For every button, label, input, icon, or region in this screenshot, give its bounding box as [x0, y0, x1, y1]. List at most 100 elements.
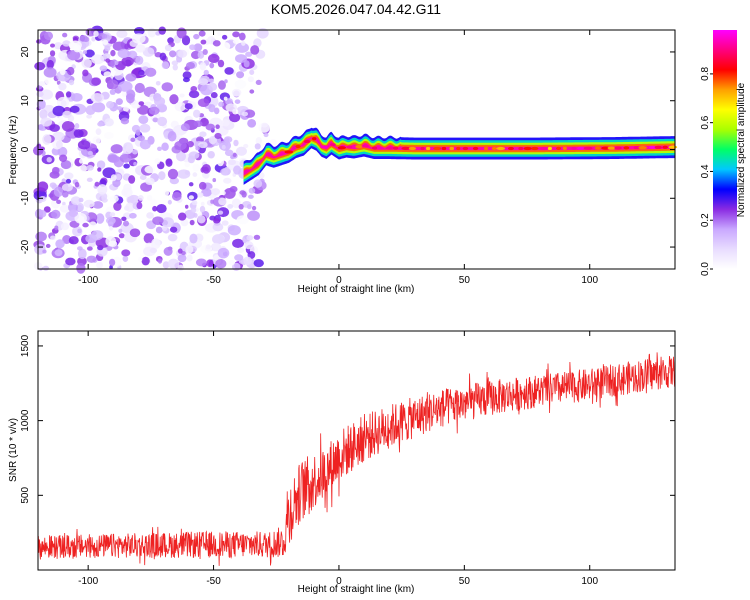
spectrogram-x-tick-label: 100	[581, 275, 598, 286]
spectrogram-noise-blob	[247, 251, 256, 259]
spectrogram-noise-blob	[54, 249, 63, 257]
spectrogram-noise-blob	[135, 44, 146, 53]
spectrogram-noise-blob	[142, 47, 155, 57]
spectrogram-noise-blob	[65, 257, 76, 266]
spectrogram-noise-blob	[179, 93, 185, 98]
spectrogram-noise-blob	[149, 247, 158, 254]
spectrogram-noise-blob	[199, 62, 207, 71]
spectrogram-noise-blob	[70, 196, 82, 205]
spectrogram-noise-blob	[253, 38, 262, 48]
colorbar-label: Normalized spectral amplitude	[736, 82, 747, 217]
spectrogram-noise-blob	[115, 98, 123, 106]
spectrogram-noise-blob	[197, 50, 205, 59]
spectrogram-noise-blob	[86, 114, 93, 119]
spectrogram-noise-blob	[137, 135, 145, 142]
spectrogram-noise-blob	[62, 190, 69, 198]
spectrogram-noise-blob	[39, 109, 48, 120]
spectrogram-noise-blob	[103, 71, 112, 78]
spectrogram-ridge-peak	[433, 146, 442, 151]
spectrogram-noise-blob	[129, 212, 137, 219]
spectrogram-noise-blob	[247, 210, 260, 221]
spectrogram-noise-blob	[144, 165, 156, 174]
spectrogram-noise-blob	[59, 204, 70, 213]
spectrogram-noise-blob	[141, 256, 150, 266]
spectrogram-ridge-peak	[420, 146, 425, 151]
spectrogram-noise-blob	[122, 255, 129, 262]
snr-x-tick-label: -50	[206, 576, 221, 587]
spectrogram-noise-blob	[164, 44, 172, 52]
spectrogram-noise-blob	[193, 43, 203, 52]
spectrogram-ridge-peak	[614, 146, 622, 150]
spectrogram-noise-blob	[73, 129, 84, 138]
spectrogram-noise-blob	[215, 124, 220, 130]
spectrogram-noise-blob	[193, 33, 200, 40]
spectrogram-noise-blob	[68, 209, 79, 217]
spectrogram-ridge-peak	[462, 146, 469, 151]
spectrogram-noise-blob	[199, 205, 206, 213]
spectrogram-noise-blob	[236, 71, 245, 79]
spectrogram-noise-blob	[123, 106, 129, 112]
spectrogram-noise-blob	[116, 106, 123, 111]
spectrogram-noise-blob	[94, 181, 100, 187]
spectrogram-noise-blob	[74, 212, 87, 224]
spectrogram-noise-blob	[244, 241, 254, 250]
spectrogram-noise-blob	[131, 149, 138, 155]
spectrogram-x-tick-label: 0	[336, 275, 342, 286]
spectrogram-noise-blob	[152, 205, 158, 212]
spectrogram-noise-blob	[96, 160, 106, 170]
spectrogram-noise-blob	[36, 99, 46, 110]
spectrogram-noise-blob	[113, 202, 122, 211]
spectrogram-ridge-peak	[523, 146, 532, 151]
spectrogram-noise-blob	[95, 213, 105, 224]
spectrogram-ridge-peak	[577, 146, 585, 150]
spectrogram-noise-blob	[92, 201, 104, 209]
spectrogram-noise-blob	[177, 248, 183, 254]
spectrogram-noise-blob	[198, 30, 206, 37]
figure-title: KOM5.2026.047.04.42.G11	[271, 1, 441, 17]
spectrogram-noise-blob	[188, 90, 200, 99]
spectrogram-noise-blob	[175, 150, 187, 162]
spectrogram-noise-blob	[49, 124, 60, 132]
spectrogram-noise-blob	[38, 81, 46, 87]
spectrogram-noise-blob	[190, 207, 197, 213]
spectrogram-noise-blob	[237, 247, 245, 254]
colorbar-tick-label: 0.0	[700, 262, 711, 276]
spectrogram-noise-blob	[195, 258, 207, 267]
spectrogram-noise-blob	[45, 243, 51, 249]
spectrogram-noise-blob	[136, 201, 143, 210]
spectrogram-noise-blob	[177, 169, 191, 179]
spectrogram-ridge-peak	[312, 137, 317, 141]
spectrogram-noise-blob	[236, 215, 249, 225]
snr-y-ticks: 500 1000 1500	[20, 334, 675, 504]
spectrogram-noise-blob	[78, 248, 87, 260]
spectrogram-ridge-peak	[449, 146, 455, 151]
spectrogram-noise-blob	[198, 141, 208, 149]
spectrogram-noise-blob	[43, 31, 54, 41]
spectrogram-noise-blob	[227, 204, 234, 209]
spectrogram-noise-blob	[255, 137, 262, 145]
spectrogram-noise-blob	[109, 89, 116, 95]
spectrogram-noise-blob	[246, 203, 252, 210]
spectrogram-noise-blob	[65, 91, 72, 98]
spectrogram-noise-blob	[246, 235, 254, 241]
spectrogram-noise-blob	[231, 198, 241, 209]
spectrogram-noise-blob	[234, 54, 248, 63]
spectrogram-noise-blob	[58, 116, 64, 121]
spectrogram-noise-blob	[203, 69, 209, 76]
spectrogram-noise-blob	[148, 106, 160, 115]
spectrogram-noise-blob	[200, 39, 207, 45]
spectrogram-noise-blob	[188, 195, 194, 200]
colorbar-tick-label: 0.8	[700, 67, 711, 81]
spectrogram-noise-blob	[102, 33, 108, 39]
spectrogram-noise-blob	[165, 158, 173, 167]
spectrogram-noise-blob	[186, 140, 194, 148]
spectrogram-noise-blob	[248, 194, 254, 199]
spectrogram-noise-blob	[189, 233, 198, 244]
spectrogram-ridge-peak	[638, 145, 648, 150]
spectrogram-ridge-peak	[385, 146, 395, 150]
spectrogram-x-axis-label: Height of straight line (km)	[298, 284, 415, 295]
snr-series-line	[38, 352, 675, 566]
spectrogram-noise-blob	[146, 212, 154, 219]
spectrogram-ridge-peak	[337, 146, 346, 150]
